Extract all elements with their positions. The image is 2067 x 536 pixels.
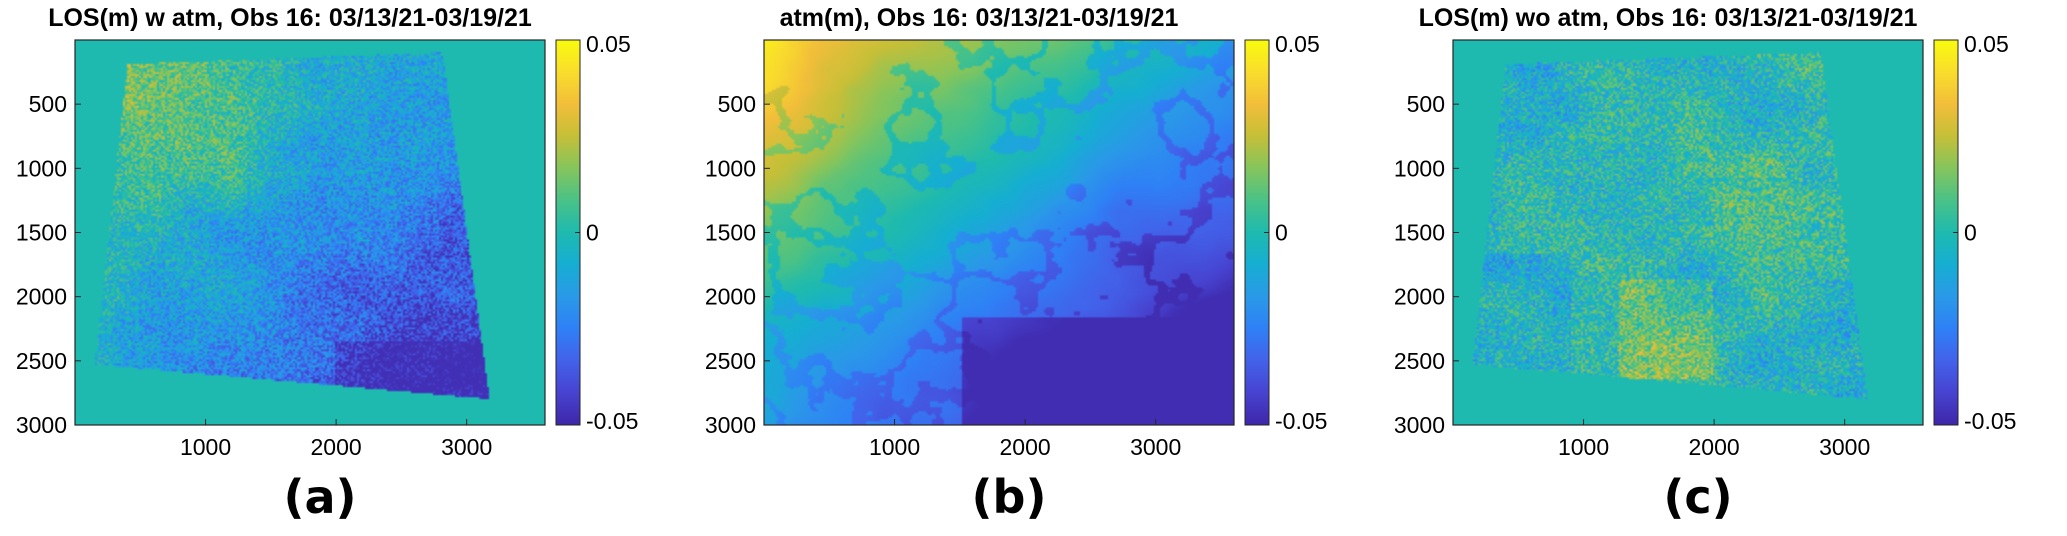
y-tick-label: 1500 [705,220,756,246]
x-tick-label: 1000 [869,434,920,460]
panel-label: (b) [971,470,1047,524]
y-tick-label: 2000 [1394,284,1445,310]
x-tick-label: 1000 [180,434,231,460]
y-tick-label: 2000 [16,284,67,310]
colorbar-tick-label: 0.05 [1964,31,2009,57]
colorbar-tick-label: -0.05 [1964,408,2016,434]
chart-panel-3: LOS(m) wo atm, Obs 16: 03/13/21-03/19/21… [1378,0,2067,536]
chart-svg: LOS(m) w atm, Obs 16: 03/13/21-03/19/21 1… [16,4,639,460]
y-tick-label: 1000 [705,155,756,181]
y-tick-label: 1500 [16,220,67,246]
chart-panel-1: LOS(m) w atm, Obs 16: 03/13/21-03/19/21 1… [0,0,689,536]
colorbar-tick-label: 0.05 [586,31,631,57]
chart-title: LOS(m) w atm, Obs 16: 03/13/21-03/19/21 [48,4,532,32]
chart-title: LOS(m) wo atm, Obs 16: 03/13/21-03/19/21 [1419,4,1918,32]
colorbar-tick-label: 0 [1964,220,1977,246]
y-tick-label: 500 [29,91,67,117]
y-tick-label: 2500 [1394,348,1445,374]
y-tick-label: 1000 [16,155,67,181]
colorbar-tick-label: 0.05 [1275,31,1320,57]
chart-panel-2: atm(m), Obs 16: 03/13/21-03/19/21 1000 200… [689,0,1378,536]
y-tick-label: 2500 [705,348,756,374]
y-tick-label: 1000 [1394,155,1445,181]
chart-svg: atm(m), Obs 16: 03/13/21-03/19/21 1000 200… [705,4,1328,460]
chart-svg: LOS(m) wo atm, Obs 16: 03/13/21-03/19/21… [1394,4,2017,460]
colorbar-tick-label: 0 [1275,220,1288,246]
x-tick-label: 3000 [441,434,492,460]
panel-label: (a) [283,470,357,524]
y-tick-label: 3000 [705,412,756,438]
x-tick-label: 3000 [1819,434,1870,460]
y-tick-label: 3000 [1394,412,1445,438]
heatmap-image [75,40,545,425]
y-tick-label: 1500 [1394,220,1445,246]
colorbar-tick-label: -0.05 [1275,408,1327,434]
y-tick-label: 3000 [16,412,67,438]
x-tick-label: 2000 [1000,434,1051,460]
x-tick-label: 1000 [1558,434,1609,460]
x-tick-label: 2000 [311,434,362,460]
y-tick-label: 2500 [16,348,67,374]
colorbar-tick-label: -0.05 [586,408,638,434]
heatmap-image [764,40,1234,425]
y-tick-label: 500 [1407,91,1445,117]
x-tick-label: 3000 [1130,434,1181,460]
x-tick-label: 2000 [1689,434,1740,460]
colorbar-tick-label: 0 [586,220,599,246]
chart-title: atm(m), Obs 16: 03/13/21-03/19/21 [780,4,1179,32]
y-tick-label: 2000 [705,284,756,310]
panel-label: (c) [1663,470,1733,524]
heatmap-image [1453,40,1923,425]
y-tick-label: 500 [718,91,756,117]
